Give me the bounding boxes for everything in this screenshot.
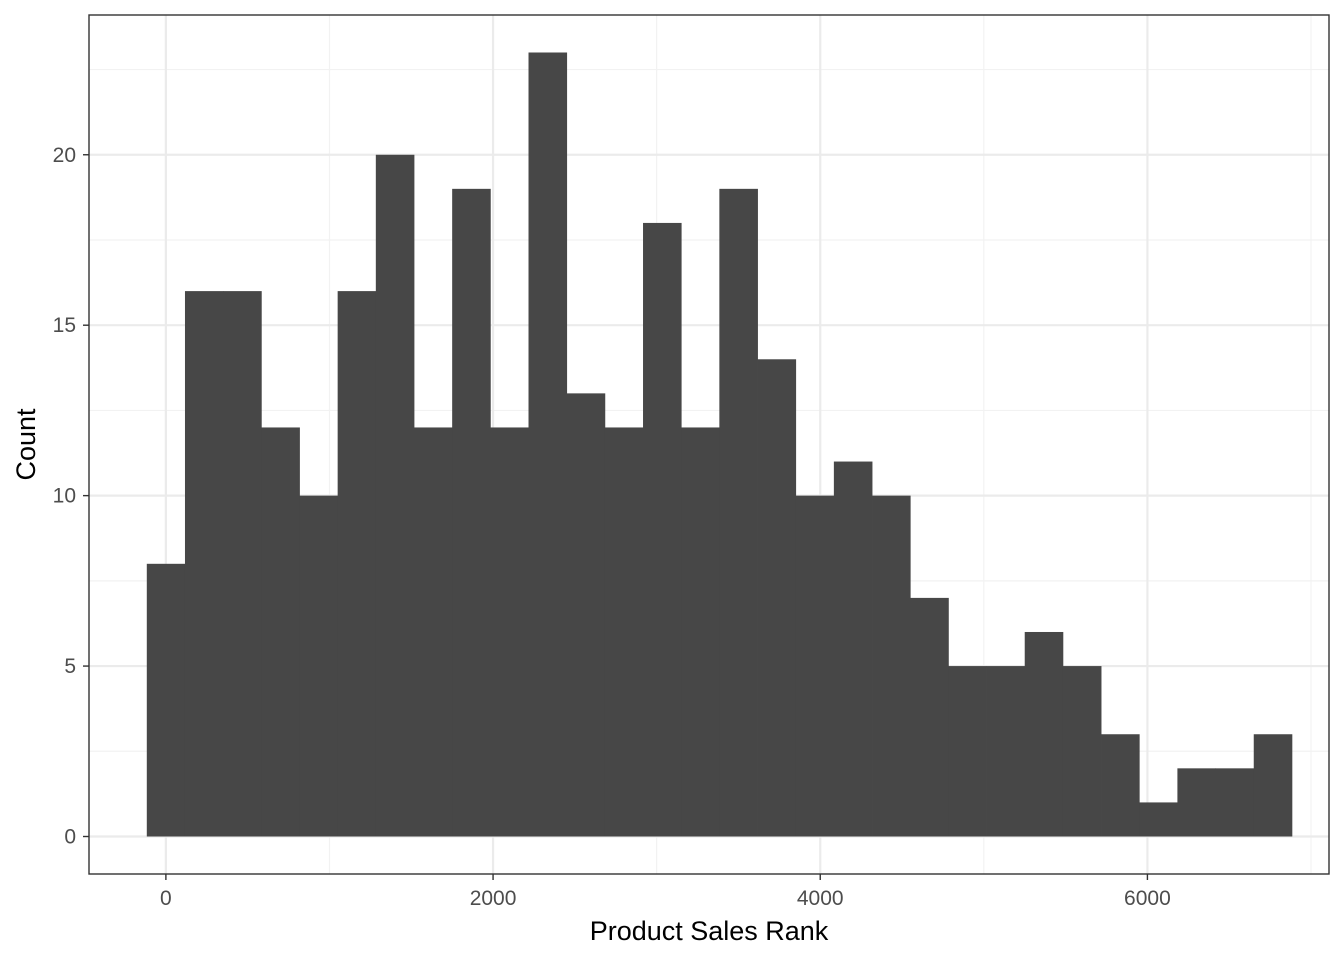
y-tick-label: 0 [64,826,76,849]
x-axis-ticks: 0 2000 4000 6000 [160,874,1171,910]
histogram-bar [1062,666,1102,837]
histogram-bar [1024,631,1064,837]
histogram-bar [375,154,415,837]
x-tick-label: 6000 [1124,887,1171,910]
x-tick-label: 0 [160,887,172,910]
y-axis-ticks: 0 5 10 15 20 [53,144,89,849]
histogram-bar [337,291,377,837]
histogram-bar [872,495,911,837]
panel-border [88,14,1330,875]
histogram-bar [528,52,568,837]
histogram-bar [1177,768,1216,837]
histogram-bar [299,495,339,837]
y-axis-title: Count [11,408,41,481]
histogram-bar [604,427,644,837]
histogram-bars [146,52,1293,837]
histogram-bar [719,188,758,837]
x-tick-label: 2000 [470,887,517,910]
histogram-bar [795,495,835,837]
histogram-bar [986,666,1026,837]
histogram-bar [223,291,262,837]
histogram-bar [146,563,186,837]
histogram-bar [261,427,300,837]
histogram-bar [910,597,949,837]
x-tick-label: 4000 [797,887,844,910]
histogram-bar [681,427,720,837]
histogram-bar [184,291,224,837]
histogram-bar [948,666,987,837]
histogram-bar [833,461,873,837]
histogram-bar [1139,802,1178,837]
histogram-bar [643,222,682,837]
x-axis-title: Product Sales Rank [590,916,829,946]
histogram-bar [1253,734,1293,837]
histogram-bar [1101,734,1140,837]
histogram-bar [757,359,797,837]
histogram-bar [490,427,529,837]
y-tick-label: 5 [64,655,76,678]
histogram-bar [414,427,453,837]
y-tick-label: 20 [53,144,76,167]
histogram-bar [1215,768,1255,837]
histogram-bar [452,188,491,837]
histogram-bar [566,393,606,837]
y-tick-label: 10 [53,485,76,508]
y-tick-label: 15 [53,314,76,337]
